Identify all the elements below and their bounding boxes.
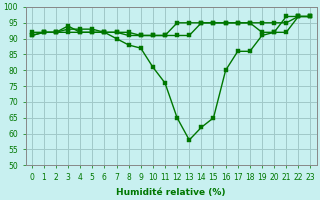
X-axis label: Humidité relative (%): Humidité relative (%) [116, 188, 226, 197]
